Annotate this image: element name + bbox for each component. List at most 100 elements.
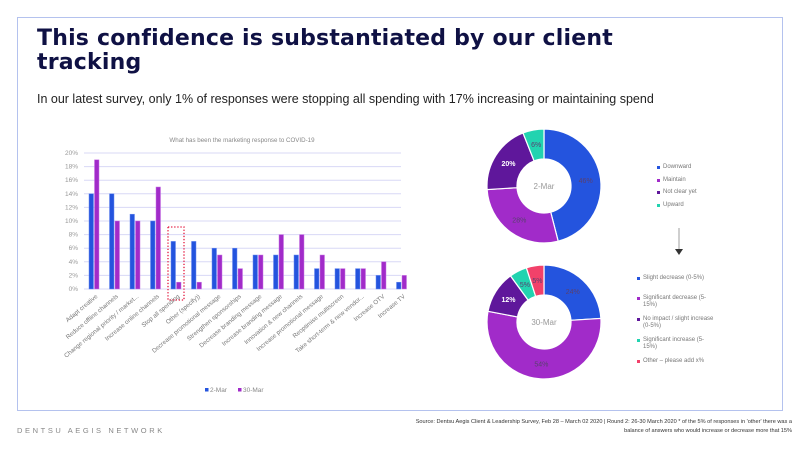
slice-value-label: 20% bbox=[502, 161, 517, 168]
legend-label: Maintain bbox=[663, 176, 686, 183]
bar-chart-title: What has been the marketing response to … bbox=[169, 137, 315, 144]
bar-30-mar bbox=[299, 234, 305, 290]
y-tick-label: 14% bbox=[65, 191, 78, 198]
legend-item: Significant increase (5-15%) bbox=[637, 337, 717, 352]
bar-30-mar bbox=[114, 220, 120, 290]
bar-2-mar bbox=[109, 193, 115, 290]
bar-2-mar bbox=[355, 268, 361, 290]
y-tick-label: 2% bbox=[69, 272, 79, 279]
bar-2-mar bbox=[170, 241, 176, 290]
donut-slice bbox=[486, 310, 602, 380]
slice-value-label: 12% bbox=[502, 297, 517, 304]
bar-30-mar bbox=[381, 261, 387, 290]
donut-legend-30-mar: Slight decrease (0-5%) Significant decrea… bbox=[637, 275, 717, 371]
bar-30-mar bbox=[401, 275, 407, 290]
bar-2-mar bbox=[273, 254, 279, 290]
bar-30-mar bbox=[258, 254, 264, 290]
bar-2-mar bbox=[211, 247, 217, 290]
legend-swatch bbox=[637, 277, 640, 280]
legend-label: Not clear yet bbox=[663, 189, 697, 195]
legend-swatch bbox=[657, 203, 660, 207]
bar-2-mar bbox=[252, 254, 258, 290]
highlight-box bbox=[167, 226, 185, 301]
legend-label: 2-Mar bbox=[210, 387, 228, 394]
bar-30-mar bbox=[319, 254, 325, 290]
bar-2-mar bbox=[314, 268, 320, 290]
legend-swatch bbox=[637, 359, 640, 363]
donut-chart-2-mar: 46% 28% 20% 6% 2-Mar bbox=[486, 128, 602, 244]
arrow-head-icon bbox=[675, 249, 683, 255]
legend-label: Significant increase (5-15%) bbox=[643, 336, 705, 351]
y-tick-label: 20% bbox=[65, 150, 78, 157]
slice-value-label: 5% bbox=[532, 278, 542, 285]
slide-frame bbox=[17, 17, 783, 411]
bar-30-mar bbox=[237, 268, 243, 290]
slice-value-label: 46% bbox=[579, 178, 593, 185]
bar-2-mar bbox=[232, 247, 238, 290]
donut-slice bbox=[522, 128, 545, 162]
y-tick-label: 8% bbox=[69, 232, 79, 239]
legend-swatch bbox=[637, 317, 640, 321]
bar-30-mar bbox=[196, 281, 202, 290]
source-line-2: balance of answers who would increase or… bbox=[624, 428, 792, 434]
legend-item: Not clear yet bbox=[657, 189, 697, 197]
bar-2-mar bbox=[150, 220, 156, 290]
legend-item: No impact / slight increase (0-5%) bbox=[637, 316, 717, 331]
donut-legend-2-mar: Downward Maintain Not clear yet Upward bbox=[657, 164, 697, 214]
bar-2-mar bbox=[293, 254, 299, 290]
bar-30-mar bbox=[155, 186, 161, 290]
y-tick-label: 4% bbox=[69, 259, 79, 266]
legend-swatch bbox=[657, 191, 660, 194]
y-tick-label: 6% bbox=[69, 245, 79, 252]
slide-title: This confidence is substantiated by our … bbox=[37, 26, 613, 75]
source-note: Source: Dentsu Aegis Client & Leadership… bbox=[372, 418, 792, 436]
legend-swatch bbox=[205, 388, 209, 392]
legend-item: Maintain bbox=[657, 177, 697, 185]
bar-30-mar bbox=[94, 159, 100, 290]
legend-label: No impact / slight increase (0-5%) bbox=[643, 315, 714, 330]
legend-item: Downward bbox=[657, 164, 697, 172]
bar-2-mar bbox=[191, 241, 197, 290]
brand-logo-text: DENTSU AEGIS NETWORK bbox=[17, 426, 165, 435]
down-arrow-icon bbox=[678, 228, 680, 252]
legend-swatch bbox=[657, 178, 660, 182]
source-line-1: Source: Dentsu Aegis Client & Leadership… bbox=[415, 419, 792, 425]
donut-chart-30-mar: 24% 54% 12% 5%5% 30-Mar bbox=[486, 264, 602, 380]
bar-2-mar bbox=[88, 193, 94, 290]
bar-30-mar bbox=[340, 268, 346, 290]
bar-30-mar bbox=[217, 254, 223, 290]
bar-2-mar bbox=[396, 281, 402, 290]
donut-slice bbox=[525, 264, 545, 298]
legend-swatch bbox=[637, 296, 640, 300]
slice-value-label: 6% bbox=[531, 142, 541, 149]
y-tick-label: 0% bbox=[69, 286, 79, 293]
donut-center-label: 2-Mar bbox=[534, 182, 555, 191]
y-tick-label: 18% bbox=[65, 164, 78, 171]
donut-slice bbox=[486, 187, 559, 244]
bar-2-mar bbox=[129, 213, 135, 290]
legend-label: 30-Mar bbox=[243, 387, 264, 394]
legend-swatch bbox=[657, 166, 660, 169]
bar-30-mar bbox=[278, 234, 284, 290]
donut-center-label: 30-Mar bbox=[531, 318, 557, 327]
slice-value-label: 28% bbox=[512, 217, 526, 224]
bar-30-mar bbox=[135, 220, 141, 290]
slice-value-label: 24% bbox=[566, 289, 580, 296]
bar-30-mar bbox=[360, 268, 366, 290]
legend-label: Slight decrease (0-5%) bbox=[643, 275, 705, 281]
bar-2-mar bbox=[334, 268, 340, 290]
legend-item: Other – please add x% bbox=[637, 358, 717, 366]
legend-swatch bbox=[637, 338, 640, 342]
legend-label: Upward bbox=[663, 201, 684, 208]
bar-chart: What has been the marketing response to … bbox=[63, 137, 407, 394]
legend-label: Other – please add x% bbox=[643, 357, 705, 364]
legend-label: Significant decrease (5-15%) bbox=[643, 294, 707, 309]
y-tick-label: 10% bbox=[65, 218, 78, 225]
legend-item: Upward bbox=[657, 202, 697, 210]
slide-subtitle: In our latest survey, only 1% of respons… bbox=[37, 92, 654, 106]
y-tick-label: 16% bbox=[65, 177, 78, 184]
legend-swatch bbox=[238, 388, 242, 392]
slice-value-label: 54% bbox=[534, 361, 548, 368]
donut-slice bbox=[543, 128, 602, 242]
